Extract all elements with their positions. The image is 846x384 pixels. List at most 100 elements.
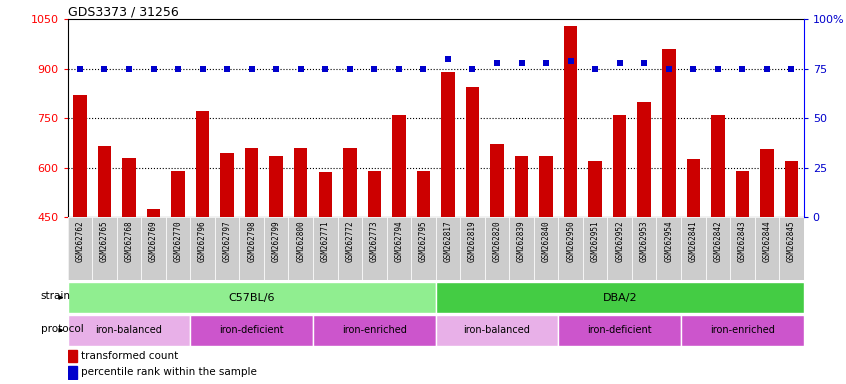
Text: GSM262800: GSM262800 — [296, 220, 305, 262]
Point — [760, 66, 773, 72]
Text: GSM262773: GSM262773 — [370, 220, 379, 262]
Point — [465, 66, 479, 72]
Bar — [589, 161, 602, 365]
Text: GSM262798: GSM262798 — [247, 220, 256, 262]
Bar — [411, 217, 436, 280]
Text: GSM262841: GSM262841 — [689, 220, 698, 262]
Text: GDS3373 / 31256: GDS3373 / 31256 — [68, 5, 179, 18]
Point — [195, 66, 209, 72]
Text: iron-balanced: iron-balanced — [96, 325, 162, 335]
Bar — [368, 171, 381, 365]
Text: GSM262770: GSM262770 — [173, 220, 183, 262]
Bar — [343, 148, 356, 365]
Bar — [558, 217, 583, 280]
Point — [416, 66, 430, 72]
Point — [686, 66, 700, 72]
Bar — [534, 217, 558, 280]
Bar — [68, 282, 436, 313]
Text: iron-balanced: iron-balanced — [464, 325, 530, 335]
Bar — [558, 315, 681, 346]
Text: GSM262820: GSM262820 — [492, 220, 502, 262]
Bar — [460, 217, 485, 280]
Point — [637, 60, 651, 66]
Text: C57BL/6: C57BL/6 — [228, 293, 275, 303]
Bar — [221, 153, 233, 365]
Bar — [632, 217, 656, 280]
Text: GSM262796: GSM262796 — [198, 220, 207, 262]
Point — [441, 56, 454, 62]
Bar — [638, 102, 651, 365]
Bar — [681, 315, 804, 346]
Point — [392, 66, 405, 72]
Bar — [172, 171, 184, 365]
Bar — [117, 217, 141, 280]
Point — [171, 66, 184, 72]
Point — [490, 60, 503, 66]
Bar — [564, 26, 577, 365]
Bar — [190, 315, 313, 346]
Bar — [761, 149, 773, 365]
Point — [514, 60, 528, 66]
Bar — [711, 115, 724, 365]
Bar — [264, 217, 288, 280]
Text: GSM262839: GSM262839 — [517, 220, 526, 262]
Bar — [607, 217, 632, 280]
Bar — [288, 217, 313, 280]
Point — [613, 60, 626, 66]
Point — [735, 66, 749, 72]
Text: iron-enriched: iron-enriched — [710, 325, 775, 335]
Point — [662, 66, 675, 72]
Point — [269, 66, 283, 72]
Point — [73, 66, 86, 72]
Bar — [436, 282, 804, 313]
Text: iron-enriched: iron-enriched — [342, 325, 407, 335]
Bar — [687, 159, 700, 365]
Bar — [92, 217, 117, 280]
Text: GSM262797: GSM262797 — [222, 220, 232, 262]
Bar — [436, 315, 558, 346]
Text: GSM262951: GSM262951 — [591, 220, 600, 262]
Point — [122, 66, 135, 72]
Bar — [215, 217, 239, 280]
Text: GSM262845: GSM262845 — [787, 220, 796, 262]
Text: GSM262844: GSM262844 — [762, 220, 772, 262]
Bar — [466, 87, 479, 365]
Bar — [779, 217, 804, 280]
Bar — [68, 350, 77, 362]
Point — [294, 66, 307, 72]
Bar — [442, 72, 454, 365]
Bar — [515, 156, 528, 365]
Text: strain: strain — [41, 291, 70, 301]
Point — [711, 66, 724, 72]
Bar — [245, 148, 258, 365]
Bar — [509, 217, 534, 280]
Bar — [417, 171, 430, 365]
Bar — [706, 217, 730, 280]
Bar — [98, 146, 111, 365]
Bar — [436, 217, 460, 280]
Point — [318, 66, 332, 72]
Text: GSM262762: GSM262762 — [75, 220, 85, 262]
Text: GSM262819: GSM262819 — [468, 220, 477, 262]
Text: protocol: protocol — [41, 324, 84, 334]
Bar — [313, 217, 338, 280]
Bar — [196, 111, 209, 365]
Bar — [147, 209, 160, 365]
Bar — [68, 366, 77, 379]
Bar — [74, 95, 86, 365]
Bar — [613, 115, 626, 365]
Text: GSM262771: GSM262771 — [321, 220, 330, 262]
Bar — [319, 172, 332, 365]
Text: GSM262769: GSM262769 — [149, 220, 158, 262]
Bar — [656, 217, 681, 280]
Text: GSM262954: GSM262954 — [664, 220, 673, 262]
Bar — [755, 217, 779, 280]
Bar — [338, 217, 362, 280]
Text: GSM262953: GSM262953 — [640, 220, 649, 262]
Point — [784, 66, 798, 72]
Bar — [491, 144, 503, 365]
Text: GSM262842: GSM262842 — [713, 220, 722, 262]
Point — [97, 66, 111, 72]
Bar — [362, 217, 387, 280]
Point — [220, 66, 233, 72]
